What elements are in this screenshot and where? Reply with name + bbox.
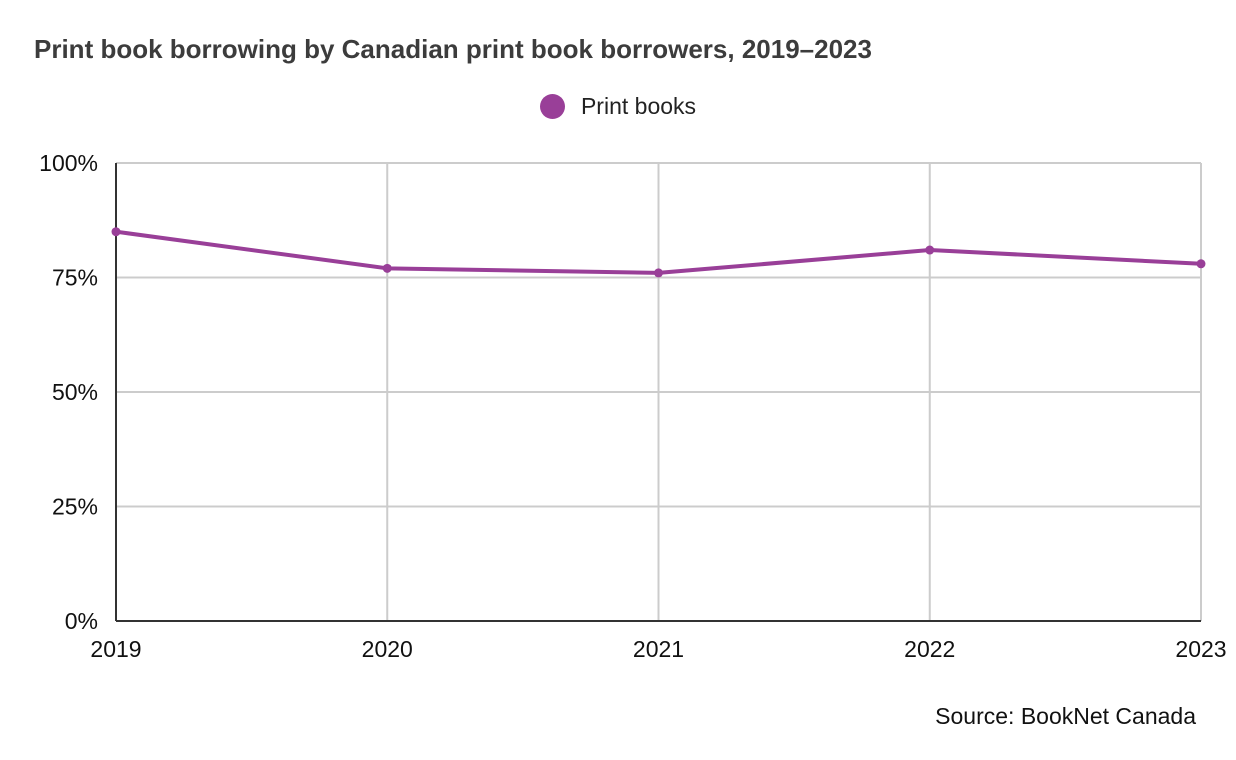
legend: Print books: [0, 93, 1236, 120]
axis-layer: [115, 163, 1201, 622]
data-point-print-books: [1196, 259, 1206, 269]
y-tick-label: 0%: [65, 608, 98, 634]
source-note: Source: BookNet Canada: [935, 703, 1196, 729]
legend-swatch-print-books: [539, 94, 565, 119]
y-tick-label: 75%: [52, 265, 98, 291]
chart-title: Print book borrowing by Canadian print b…: [34, 34, 872, 64]
x-tick-label: 2023: [1175, 636, 1226, 662]
y-tick-label: 50%: [52, 379, 98, 405]
y-tick-label: 25%: [52, 494, 98, 520]
x-tick-label: 2021: [633, 636, 684, 662]
data-point-print-books: [925, 245, 935, 255]
x-tick-label: 2020: [362, 636, 413, 662]
y-tick-label: 100%: [39, 150, 98, 176]
data-point-print-books: [654, 268, 663, 278]
x-tick-label: 2022: [904, 636, 955, 662]
grid-layer: [116, 162, 1202, 621]
legend-label-print-books: Print books: [580, 93, 697, 119]
tick-label-layer: 0% 25% 50% 75% 100% 2019 2020 2021 2022 2023: [39, 150, 1226, 662]
x-tick-label: 2019: [90, 636, 141, 662]
data-point-print-books: [382, 263, 392, 273]
data-point-print-books: [111, 227, 121, 237]
series-layer: [111, 227, 1206, 278]
